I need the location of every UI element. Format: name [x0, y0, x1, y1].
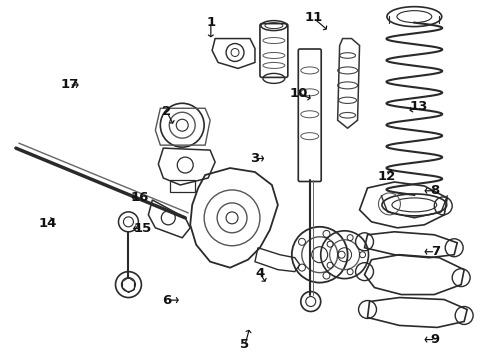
Text: 11: 11	[304, 12, 322, 24]
Text: 17: 17	[60, 78, 78, 91]
Text: 10: 10	[290, 87, 308, 100]
Text: 9: 9	[431, 333, 440, 346]
Text: 15: 15	[133, 222, 151, 235]
Text: 14: 14	[38, 216, 56, 230]
Text: 13: 13	[409, 100, 427, 113]
Text: 6: 6	[162, 294, 171, 307]
Text: 7: 7	[431, 245, 440, 258]
Text: 1: 1	[206, 16, 216, 29]
Text: 3: 3	[250, 152, 259, 165]
Text: 4: 4	[255, 267, 264, 280]
Text: 8: 8	[431, 184, 440, 197]
Text: 5: 5	[241, 338, 249, 351]
Text: 12: 12	[377, 170, 396, 183]
Text: 2: 2	[162, 105, 171, 118]
Text: 16: 16	[131, 191, 149, 204]
